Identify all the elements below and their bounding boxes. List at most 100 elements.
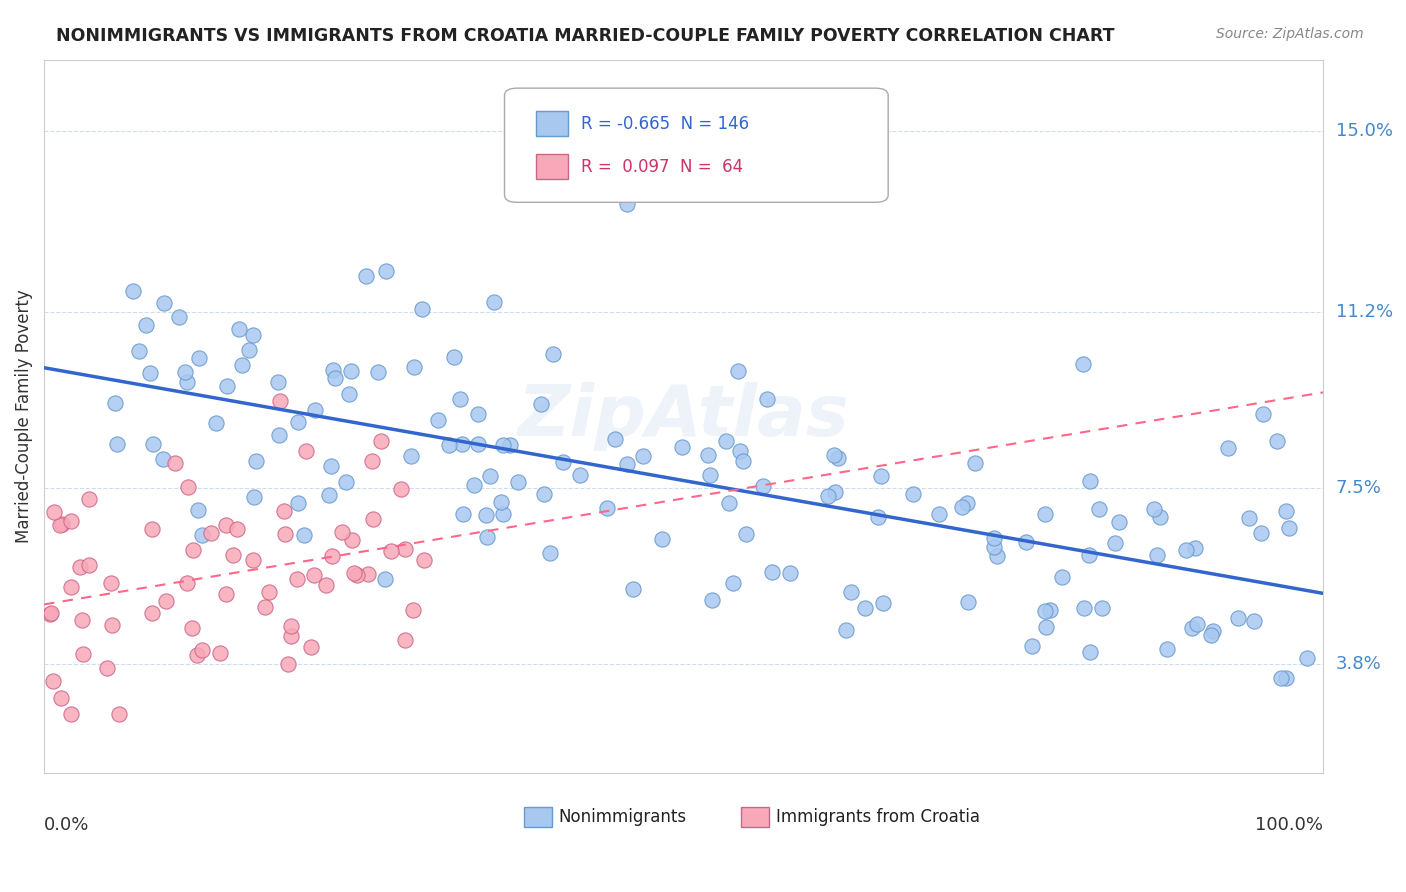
Point [463,478,485,492]
Point [1035,620,1057,634]
Point [443,350,465,364]
Point [541,347,564,361]
Point [321,549,343,563]
Point [399,450,422,464]
Point [176,375,198,389]
FancyBboxPatch shape [505,88,889,202]
Point [714,434,737,448]
Point [177,480,200,494]
Point [1270,671,1292,685]
Point [1087,502,1109,516]
Point [141,606,163,620]
Point [499,437,522,451]
Point [752,479,775,493]
Point [361,512,384,526]
Point [242,553,264,567]
Point [299,640,322,655]
Point [451,436,474,450]
Point [595,501,617,516]
Point [394,542,416,557]
Point [1199,628,1222,642]
Point [280,619,302,633]
Point [287,415,309,429]
Point [484,294,506,309]
Point [1296,650,1319,665]
FancyBboxPatch shape [537,154,568,179]
Point [530,396,553,410]
Point [374,572,396,586]
Point [323,371,346,385]
Point [346,568,368,582]
Point [96,661,118,675]
Point [779,566,801,580]
Point [215,587,238,601]
Point [176,576,198,591]
Point [756,392,779,406]
Point [1073,601,1095,615]
Point [475,530,498,544]
Point [238,343,260,358]
Point [200,526,222,541]
Point [104,396,127,410]
Point [190,528,212,542]
Point [489,494,512,508]
FancyBboxPatch shape [537,112,568,136]
Point [402,359,425,374]
Point [1202,624,1225,638]
Point [616,457,638,471]
Text: 3.8%: 3.8% [1336,655,1382,673]
Point [1185,616,1208,631]
Point [1226,611,1249,625]
Point [60,580,83,594]
Text: NONIMMIGRANTS VS IMMIGRANTS FROM CROATIA MARRIED-COUPLE FAMILY POVERTY CORRELATI: NONIMMIGRANTS VS IMMIGRANTS FROM CROATIA… [56,27,1115,45]
Point [394,633,416,648]
Point [174,366,197,380]
Point [187,351,209,365]
Point [242,490,264,504]
Text: 11.2%: 11.2% [1336,302,1393,321]
Y-axis label: Married-Couple Family Poverty: Married-Couple Family Poverty [15,290,32,543]
Point [59,706,82,721]
Point [222,548,245,562]
Point [60,514,83,528]
Point [319,458,342,473]
Point [508,475,530,489]
Point [48,518,70,533]
Point [492,438,515,452]
Point [370,434,392,449]
Point [269,393,291,408]
Point [42,673,65,688]
Point [292,528,315,542]
Point [1033,507,1056,521]
Point [950,500,973,515]
Point [354,268,377,283]
Point [1181,622,1204,636]
Text: 15.0%: 15.0% [1336,122,1393,140]
Point [1078,645,1101,659]
Point [1239,511,1261,525]
Point [51,517,73,532]
Point [253,600,276,615]
Point [39,607,62,621]
Point [492,507,515,521]
Point [957,595,980,609]
Text: 100.0%: 100.0% [1256,816,1323,834]
Point [181,543,204,558]
Point [181,621,204,635]
Point [1104,536,1126,550]
Point [733,454,755,468]
Point [318,488,340,502]
Point [304,402,326,417]
Point [1091,600,1114,615]
Point [956,496,979,510]
Point [339,364,361,378]
Point [380,544,402,558]
Text: R =  0.097  N =  64: R = 0.097 N = 64 [581,158,744,176]
Point [841,585,863,599]
Point [100,575,122,590]
Point [631,449,654,463]
Point [269,428,291,442]
Point [411,301,433,316]
Point [51,690,73,705]
Point [187,502,209,516]
